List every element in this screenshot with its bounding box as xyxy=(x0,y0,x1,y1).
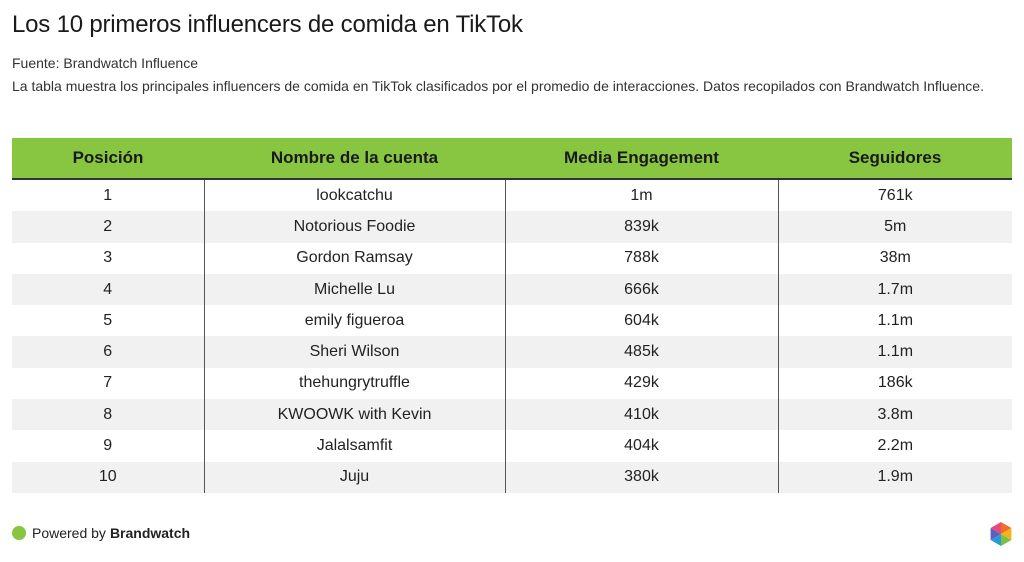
cell-position: 5 xyxy=(12,305,204,337)
cell-followers: 761k xyxy=(777,179,1012,212)
cell-position: 7 xyxy=(12,367,204,400)
cell-media-engagement: 429k xyxy=(504,367,778,400)
table-row: 7 thehungrytruffle 429k 186k xyxy=(12,367,1012,400)
cell-followers: 5m xyxy=(777,211,1012,243)
cell-followers: 1.9m xyxy=(777,461,1012,493)
column-header-account-name[interactable]: Nombre de la cuenta xyxy=(204,138,505,180)
table-row: 9 Jalalsamfit 404k 2.2m xyxy=(12,430,1012,462)
table-body: 1 lookcatchu 1m 761k 2 Notorious Foodie 839k 5m… xyxy=(12,179,1012,493)
powered-by-label: Powered by xyxy=(32,525,106,541)
influencer-table: Posición Nombre de la cuenta Media Engag… xyxy=(12,138,1012,493)
table-row: 4 Michelle Lu 666k 1.7m xyxy=(12,273,1012,306)
cell-media-engagement: 666k xyxy=(504,273,778,306)
brandwatch-hexagon-logo-icon xyxy=(990,522,1012,546)
cell-position: 8 xyxy=(12,399,204,431)
cell-media-engagement: 380k xyxy=(504,461,778,493)
cell-followers: 1.1m xyxy=(777,305,1012,337)
table-row: 1 lookcatchu 1m 761k xyxy=(12,179,1012,212)
footer: Powered by Brandwatch xyxy=(12,525,190,541)
cell-position: 1 xyxy=(12,179,204,212)
cell-followers: 186k xyxy=(777,367,1012,400)
cell-account-name: emily figueroa xyxy=(203,305,505,337)
cell-media-engagement: 1m xyxy=(504,179,778,212)
cell-account-name: Jalalsamfit xyxy=(203,430,505,462)
cell-position: 4 xyxy=(12,273,204,306)
cell-account-name: Gordon Ramsay xyxy=(203,242,505,274)
cell-position: 3 xyxy=(12,242,204,274)
cell-followers: 2.2m xyxy=(777,430,1012,462)
brand-name[interactable]: Brandwatch xyxy=(109,525,191,541)
column-header-position[interactable]: Posición xyxy=(12,138,204,180)
cell-media-engagement: 410k xyxy=(504,399,778,431)
table-row: 2 Notorious Foodie 839k 5m xyxy=(12,211,1012,243)
cell-position: 10 xyxy=(12,461,204,493)
cell-account-name: Notorious Foodie xyxy=(203,211,505,243)
cell-account-name: Sheri Wilson xyxy=(203,336,505,368)
cell-account-name: Juju xyxy=(203,461,505,493)
cell-media-engagement: 839k xyxy=(504,211,778,243)
table-row: 5 emily figueroa 604k 1.1m xyxy=(12,305,1012,337)
cell-followers: 3.8m xyxy=(777,399,1012,431)
cell-followers: 1.1m xyxy=(777,336,1012,368)
cell-followers: 1.7m xyxy=(777,273,1012,306)
cell-position: 9 xyxy=(12,430,204,462)
table-row: 6 Sheri Wilson 485k 1.1m xyxy=(12,336,1012,368)
column-header-followers[interactable]: Seguidores xyxy=(778,138,1012,180)
table-header-row: Posición Nombre de la cuenta Media Engag… xyxy=(12,138,1012,180)
source-text: Fuente: Brandwatch Influence xyxy=(12,55,199,71)
cell-account-name: Michelle Lu xyxy=(203,273,505,306)
cell-account-name: lookcatchu xyxy=(203,179,505,212)
cell-account-name: thehungrytruffle xyxy=(203,367,505,400)
cell-media-engagement: 788k xyxy=(504,242,778,274)
column-header-media-engagement[interactable]: Media Engagement xyxy=(505,138,778,180)
cell-followers: 38m xyxy=(777,242,1012,274)
table-row: 3 Gordon Ramsay 788k 38m xyxy=(12,242,1012,274)
brand-dot-icon xyxy=(12,526,26,540)
cell-account-name: KWOOWK with Kevin xyxy=(203,399,505,431)
cell-position: 2 xyxy=(12,211,204,243)
description-text: La tabla muestra los principales influen… xyxy=(12,78,984,94)
page-title: Los 10 primeros influencers de comida en… xyxy=(12,11,523,38)
cell-media-engagement: 485k xyxy=(504,336,778,368)
table-row: 8 KWOOWK with Kevin 410k 3.8m xyxy=(12,399,1012,431)
cell-position: 6 xyxy=(12,336,204,368)
cell-media-engagement: 604k xyxy=(504,305,778,337)
table-row: 10 Juju 380k 1.9m xyxy=(12,461,1012,493)
cell-media-engagement: 404k xyxy=(504,430,778,462)
